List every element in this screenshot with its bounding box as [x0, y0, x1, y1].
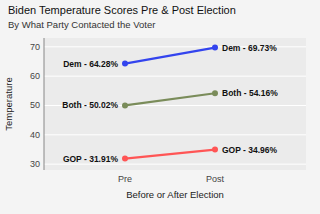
data-label: Dem - 69.73% [222, 43, 277, 53]
point [122, 61, 128, 67]
slope-line [125, 93, 215, 105]
y-tick-label: 60 [30, 71, 40, 81]
y-axis-line [44, 38, 45, 170]
y-axis-label: Temperature [3, 77, 14, 130]
slope-line [125, 48, 215, 64]
data-label: Dem - 64.28% [63, 59, 118, 69]
data-label: Both - 54.16% [222, 88, 278, 98]
point [212, 45, 218, 51]
y-tick-label: 30 [30, 159, 40, 169]
x-axis-label: Before or After Election [126, 189, 224, 200]
grid-line [44, 164, 306, 165]
point [122, 156, 128, 162]
y-tick-label: 70 [30, 42, 40, 52]
marks [122, 45, 218, 162]
data-label: Both - 50.02% [62, 100, 118, 110]
plot-area [44, 38, 306, 170]
x-tick-label: Post [206, 174, 225, 184]
grid-line [44, 134, 306, 135]
point [122, 102, 128, 108]
subtitle: By What Party Contacted the Voter [8, 19, 155, 30]
data-label: GOP - 34.96% [222, 145, 278, 155]
grid-line [44, 76, 306, 77]
point [212, 90, 218, 96]
data-label: GOP - 31.91% [63, 154, 119, 164]
slope-line [125, 150, 215, 159]
background [0, 0, 320, 214]
point [212, 147, 218, 153]
y-tick-label: 40 [30, 130, 40, 140]
x-tick-label: Pre [118, 174, 132, 184]
title: Biden Temperature Scores Pre & Post Elec… [8, 4, 236, 16]
y-tick-label: 50 [30, 100, 40, 110]
